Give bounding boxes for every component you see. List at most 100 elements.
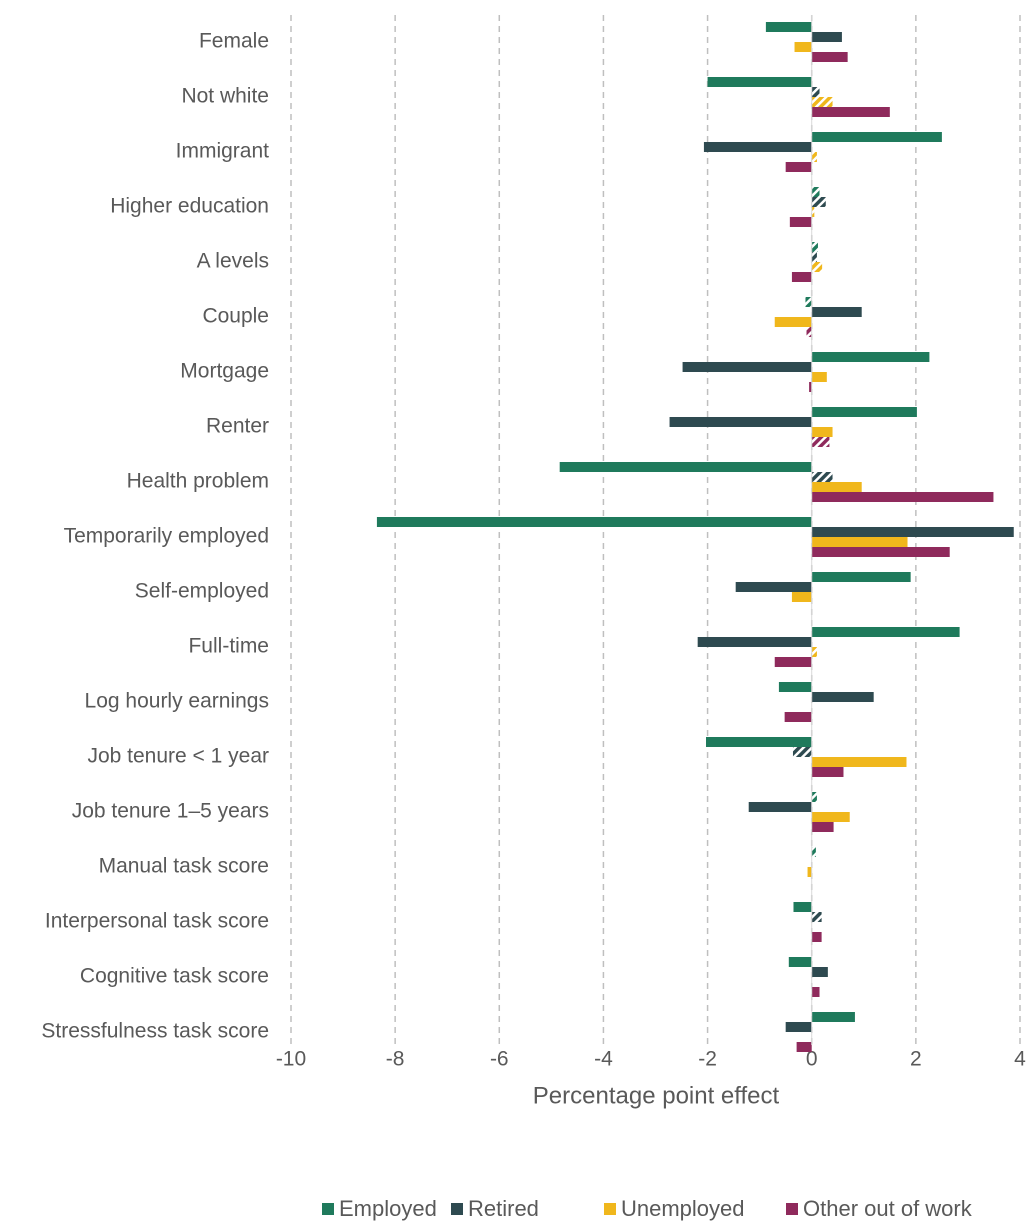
y-tick-label: Cognitive task score: [80, 965, 269, 988]
y-tick-label: Full-time: [188, 635, 269, 658]
y-tick-label: Self-employed: [135, 580, 269, 603]
bar: [697, 637, 812, 647]
y-tick-label: A levels: [197, 250, 269, 273]
y-tick-label: Stressfulness task score: [41, 1020, 269, 1043]
bar: [682, 362, 812, 372]
bar: [791, 592, 812, 602]
bar: [811, 87, 820, 97]
bar: [811, 822, 834, 832]
bar: [785, 1022, 812, 1032]
y-tick-label: Job tenure 1–5 years: [72, 800, 269, 823]
y-tick-label: Health problem: [127, 470, 269, 493]
bar: [792, 747, 812, 757]
x-tick-label: 4: [1014, 1048, 1026, 1071]
y-tick-label: Manual task score: [99, 855, 269, 878]
legend-label: Employed: [339, 1196, 437, 1221]
bar: [774, 317, 812, 327]
bar: [706, 737, 812, 747]
bar: [811, 427, 833, 437]
bar: [811, 262, 823, 272]
x-tick-label: -8: [386, 1048, 405, 1071]
bar: [806, 327, 812, 337]
bar: [811, 242, 818, 252]
bar: [811, 767, 844, 777]
x-tick-label: -10: [276, 1048, 306, 1071]
x-tick-label: -4: [594, 1048, 613, 1071]
bar: [788, 957, 812, 967]
y-tick-label: Not white: [181, 85, 269, 108]
legend-label: Unemployed: [621, 1196, 745, 1221]
bar: [707, 77, 812, 87]
bar: [785, 162, 812, 172]
bar: [811, 537, 908, 547]
bar: [811, 152, 817, 162]
bar: [811, 932, 822, 942]
bar: [811, 547, 950, 557]
y-tick-label: Temporarily employed: [64, 525, 269, 548]
legend-label: Other out of work: [803, 1196, 973, 1221]
bar: [811, 472, 833, 482]
legend-swatch: [322, 1203, 334, 1215]
y-tick-label: Mortgage: [180, 360, 269, 383]
bar: [796, 1042, 812, 1052]
bar: [793, 902, 812, 912]
legend-swatch: [451, 1203, 463, 1215]
bar: [811, 407, 917, 417]
bar: [811, 187, 820, 197]
bar: [669, 417, 812, 427]
bar: [811, 307, 862, 317]
y-tick-label: Immigrant: [176, 140, 270, 163]
bar: [811, 482, 862, 492]
bar: [811, 107, 890, 117]
x-tick-label: -2: [698, 1048, 717, 1071]
bar: [559, 462, 812, 472]
legend-swatch: [786, 1203, 798, 1215]
bar: [703, 142, 812, 152]
bar: [811, 437, 830, 447]
legend-label: Retired: [468, 1196, 539, 1221]
bar: [811, 197, 826, 207]
bar: [811, 627, 960, 637]
bar: [811, 1012, 855, 1022]
bar: [811, 492, 994, 502]
y-tick-label: Couple: [202, 305, 269, 328]
y-tick-label: Female: [199, 30, 269, 53]
bar: [811, 812, 850, 822]
bar: [811, 97, 833, 107]
legend-swatch: [604, 1203, 616, 1215]
bar: [811, 987, 820, 997]
bar: [811, 572, 911, 582]
bar: [794, 42, 812, 52]
bar: [811, 252, 817, 262]
bar: [807, 867, 812, 877]
bar: [748, 802, 812, 812]
y-tick-label: Renter: [206, 415, 269, 438]
bar: [789, 217, 812, 227]
y-tick-label: Log hourly earnings: [85, 690, 269, 713]
bar: [765, 22, 812, 32]
bar: [811, 132, 942, 142]
bar: [811, 32, 842, 42]
x-tick-label: 2: [910, 1048, 922, 1071]
bar: [376, 517, 812, 527]
bar: [778, 682, 812, 692]
bar: [774, 657, 812, 667]
bar: [811, 647, 817, 657]
bar: [735, 582, 812, 592]
bar: [811, 912, 822, 922]
bar: [811, 207, 815, 217]
x-tick-label: -6: [490, 1048, 509, 1071]
bar: [811, 757, 907, 767]
y-tick-label: Higher education: [110, 195, 269, 218]
bar: [811, 527, 1014, 537]
bar: [811, 372, 827, 382]
x-axis-label: Percentage point effect: [533, 1082, 780, 1109]
bar: [811, 847, 816, 857]
bar: [811, 52, 848, 62]
bar: [811, 967, 828, 977]
bar: [805, 297, 812, 307]
x-tick-label: 0: [806, 1048, 818, 1071]
y-tick-label: Interpersonal task score: [45, 910, 269, 933]
bar: [811, 352, 930, 362]
